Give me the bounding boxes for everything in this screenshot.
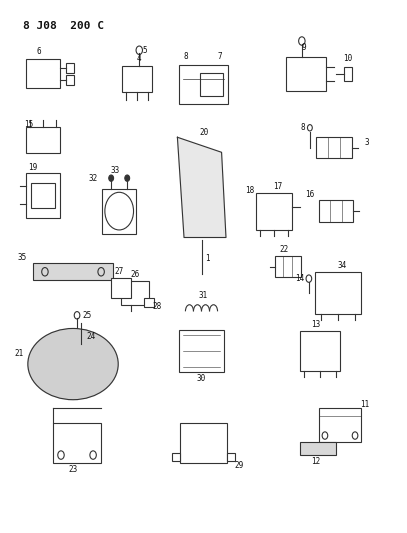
Text: 6: 6 xyxy=(37,47,41,56)
Bar xyxy=(256,192,292,230)
Circle shape xyxy=(109,175,114,181)
Text: 24: 24 xyxy=(86,332,96,341)
Bar xyxy=(144,297,154,307)
Bar xyxy=(121,281,149,305)
Text: 18: 18 xyxy=(245,185,254,195)
Text: 12: 12 xyxy=(311,457,321,466)
Bar xyxy=(319,408,361,442)
Text: 28: 28 xyxy=(153,302,162,311)
Bar xyxy=(102,189,136,233)
Text: 4: 4 xyxy=(137,54,142,63)
Ellipse shape xyxy=(28,328,118,400)
Bar xyxy=(173,453,180,461)
Bar xyxy=(122,66,152,92)
Bar xyxy=(53,423,101,463)
Text: 10: 10 xyxy=(344,54,352,63)
Bar xyxy=(179,64,228,104)
Bar xyxy=(33,263,113,280)
Bar xyxy=(319,200,353,222)
Text: 22: 22 xyxy=(279,245,289,254)
Bar xyxy=(275,256,301,277)
Circle shape xyxy=(125,175,130,181)
Bar xyxy=(344,67,352,80)
Text: 19: 19 xyxy=(28,163,37,172)
Bar xyxy=(316,138,352,158)
Text: 8: 8 xyxy=(183,52,188,61)
Bar xyxy=(201,72,223,96)
Text: 21: 21 xyxy=(15,349,24,358)
Text: 7: 7 xyxy=(217,52,222,61)
Bar xyxy=(66,63,74,73)
Bar xyxy=(286,57,326,91)
Text: 33: 33 xyxy=(111,166,120,175)
Text: 32: 32 xyxy=(88,174,98,183)
Bar xyxy=(180,423,227,463)
Text: 29: 29 xyxy=(234,461,243,470)
Text: 20: 20 xyxy=(199,127,208,136)
Text: 27: 27 xyxy=(115,266,124,276)
Text: 9: 9 xyxy=(302,43,306,52)
Text: 31: 31 xyxy=(199,291,208,300)
Text: 8 J08  200 C: 8 J08 200 C xyxy=(23,21,104,31)
Text: 35: 35 xyxy=(18,253,27,262)
Polygon shape xyxy=(177,138,226,238)
Text: 15: 15 xyxy=(24,119,33,128)
Text: 17: 17 xyxy=(273,182,282,191)
Bar xyxy=(26,173,60,217)
Text: 11: 11 xyxy=(361,400,370,409)
Bar xyxy=(26,60,60,88)
Text: 13: 13 xyxy=(311,320,321,329)
Bar xyxy=(31,183,55,208)
Bar xyxy=(227,453,234,461)
Bar xyxy=(179,330,223,372)
Bar xyxy=(111,278,131,297)
Bar xyxy=(300,331,340,370)
Text: 25: 25 xyxy=(83,311,92,320)
Bar xyxy=(26,127,60,153)
Text: 34: 34 xyxy=(337,261,347,270)
Text: 30: 30 xyxy=(197,374,206,383)
Text: 23: 23 xyxy=(68,465,78,474)
Text: 16: 16 xyxy=(305,190,315,199)
Text: 8: 8 xyxy=(300,123,305,132)
Text: 5: 5 xyxy=(143,46,148,55)
Text: 1: 1 xyxy=(206,254,210,263)
Text: 3: 3 xyxy=(364,138,369,147)
Bar xyxy=(300,442,336,455)
Text: 14: 14 xyxy=(295,274,304,283)
Bar xyxy=(315,272,361,314)
Text: 26: 26 xyxy=(131,270,140,279)
Bar xyxy=(66,75,74,85)
